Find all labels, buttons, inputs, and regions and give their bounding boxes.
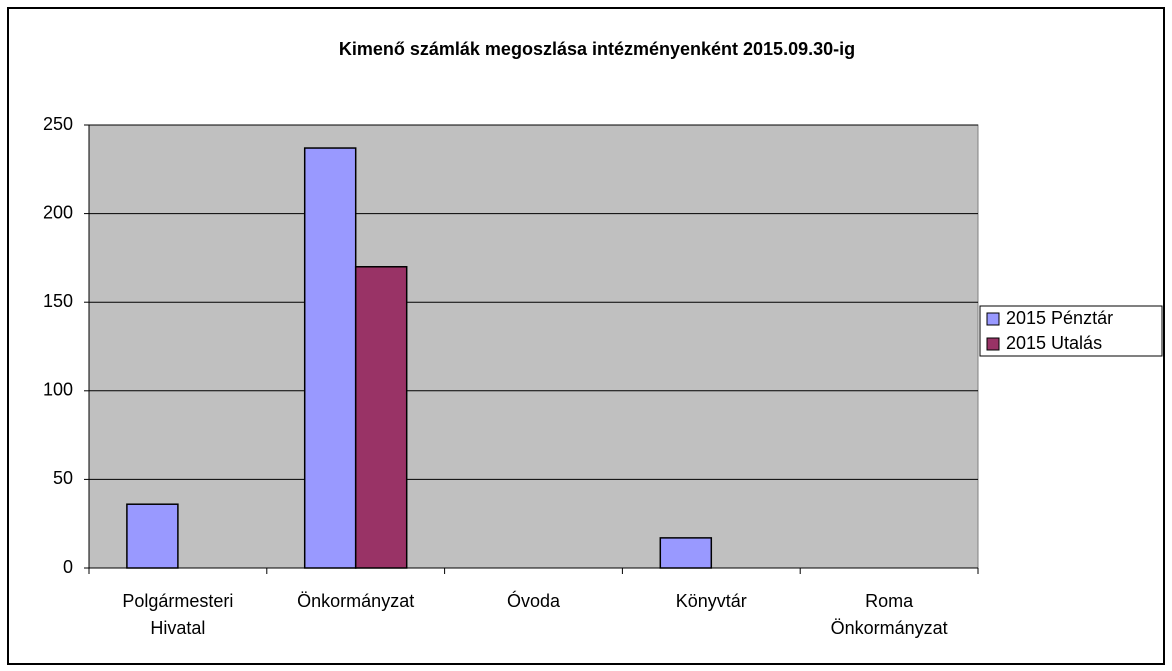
y-tick-label: 250 [43, 114, 73, 134]
plot-area [88, 124, 979, 569]
y-tick-label: 100 [43, 380, 73, 400]
bar [659, 537, 713, 569]
bar [354, 266, 408, 569]
y-tick-label: 50 [53, 468, 73, 488]
legend-swatch [986, 337, 1000, 351]
x-tick-label: Önkormányzat [297, 591, 415, 611]
x-tick-label: Polgármesteri Hivatal [122, 591, 234, 638]
y-tick-label: 150 [43, 291, 73, 311]
chart-title: Kimenő számlák megoszlása intézményenkén… [339, 39, 855, 59]
x-tick-label: Óvoda [506, 591, 561, 611]
x-tick-label: Roma Önkormányzat [830, 591, 948, 638]
legend-label: 2015 Pénztár [1006, 308, 1113, 328]
legend-label: 2015 Utalás [1006, 333, 1102, 353]
bar [126, 503, 179, 569]
bar [303, 147, 357, 569]
x-tick-label: Könyvtár [675, 591, 747, 611]
y-tick-label: 0 [63, 557, 73, 577]
legend-swatch [986, 312, 1000, 326]
legend-box [979, 305, 1163, 357]
y-tick-label: 200 [43, 202, 73, 222]
